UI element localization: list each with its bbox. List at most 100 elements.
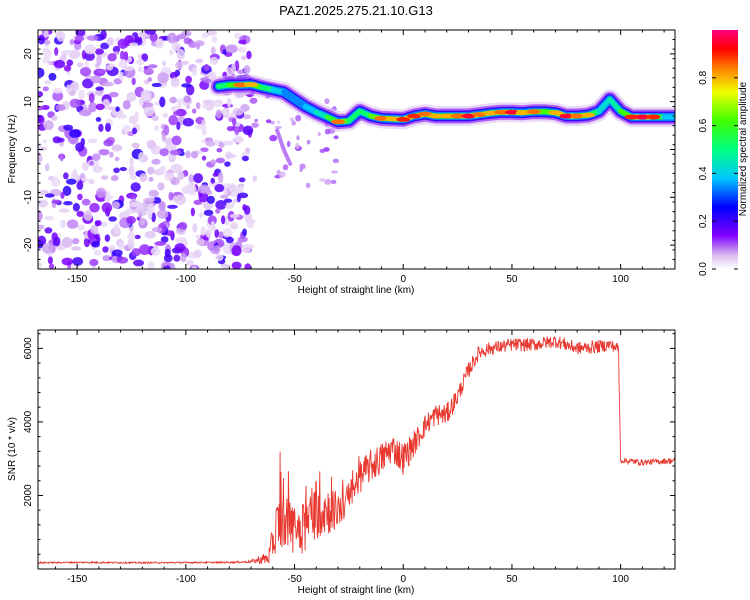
noise-blob [89,202,100,213]
noise-blob [324,128,331,135]
ridge-peak [570,113,585,119]
noise-blob [141,53,149,62]
noise-blob [168,191,174,201]
noise-blob [215,208,221,214]
colorbar-tick-label: 0.6 [698,118,709,132]
colorbar-ticks: 0.0 0.2 0.4 0.6 0.8 [698,70,738,276]
noise-blob [171,41,181,51]
noise-blob [132,127,138,135]
noise-blob [170,77,180,88]
noise-blob [96,54,102,66]
noise-blob [210,220,216,231]
ridge-peak [559,113,574,119]
noise-blob [254,118,259,123]
noise-blob [220,215,226,225]
noise-blob [148,189,159,198]
noise-blob [100,42,110,50]
noise-blob [139,173,148,183]
ridge-peak [526,109,541,115]
noise-blob [60,49,72,56]
snr-y-axis-label: SNR (10 * v/v) [7,417,18,481]
noise-blob [147,203,155,214]
noise-blob [101,202,113,214]
noise-blob [52,236,61,247]
noise-blob [243,64,251,75]
spectrogram-x-axis-label: Height of straight line (km) [298,285,415,296]
noise-blob [113,167,120,174]
noise-blob [171,135,182,146]
noise-blob [38,35,45,45]
noise-blob [180,253,187,263]
noise-blob [130,202,139,208]
snr-x-axis-label: Height of straight line (km) [298,585,415,596]
noise-blob [136,216,141,221]
noise-blob [62,185,72,196]
noise-blob [163,254,173,263]
noise-region [38,30,340,269]
noise-blob [295,142,300,150]
noise-blob [146,140,153,147]
noise-blob [112,45,121,53]
noise-blob [53,59,66,69]
noise-blob [127,239,135,250]
noise-blob [234,126,240,136]
noise-blob [237,69,244,75]
noise-blob [220,263,231,269]
noise-blob [333,135,339,140]
noise-blob [181,83,192,88]
noise-blob [69,39,75,46]
y-tick-label: -20 [23,237,34,252]
noise-blob [151,82,162,88]
noise-blob [330,170,339,174]
noise-blob [244,263,252,269]
ridge-peak [581,112,596,118]
noise-blob [143,68,154,76]
noise-blob [81,161,89,171]
noise-blob [111,201,120,209]
noise-blob [158,200,166,212]
noise-blob [51,176,61,188]
noise-blob [87,138,98,144]
noise-blob [95,103,105,111]
noise-blob [223,198,233,203]
noise-blob [139,217,146,226]
noise-blob [192,223,198,233]
noise-blob [177,222,188,230]
noise-blob [175,194,187,206]
noise-blob [77,224,86,231]
y-tick-label: 2000 [23,484,34,507]
noise-blob [188,174,195,184]
noise-blob [99,221,108,228]
noise-blob [162,60,167,67]
noise-blob [104,234,111,242]
noise-blob [134,111,139,122]
ridge-peak [244,82,259,87]
x-tick-label: -50 [287,274,302,285]
noise-blob [230,222,239,230]
noise-blob [143,197,156,203]
colorbar: 0.0 0.2 0.4 0.6 0.8 Normalized spectral ampl… [698,30,749,276]
noise-blob [100,30,107,40]
noise-blob [169,149,182,156]
noise-blob [319,178,327,182]
noise-blob [55,104,66,112]
noise-blob [95,220,102,226]
noise-blob [81,198,91,206]
noise-blob [75,142,85,152]
noise-blob [242,228,247,237]
colorbar-label: Normalized spectral amplitude [738,81,749,216]
noise-blob [135,58,145,66]
noise-blob [149,32,158,43]
noise-blob [176,48,185,60]
noise-blob [122,99,131,110]
noise-blob [206,195,216,204]
noise-blob [133,259,145,267]
noise-blob [100,175,109,180]
noise-blob [305,182,311,189]
snr-frame [37,329,676,570]
noise-blob [94,48,104,55]
noise-blob [144,30,157,35]
frequency-ridge [208,74,675,166]
